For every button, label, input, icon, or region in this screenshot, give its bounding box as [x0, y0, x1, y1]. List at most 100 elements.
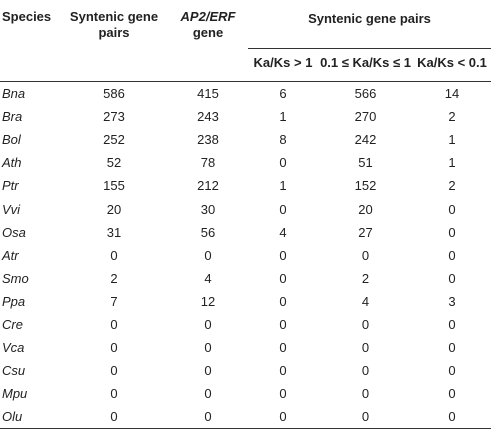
header-ka-ks-lt01: Ka/Ks < 0.1 [413, 48, 491, 82]
cell-species: Vvi [2, 201, 21, 217]
cell-ka-ks-mid: 270 [354, 109, 377, 125]
cell-species: Cre [2, 316, 23, 332]
header-ap2erf-line2: gene [192, 25, 224, 40]
cell-ka-ks-gt1: 4 [279, 224, 287, 240]
cell-ka-ks-gt1: 0 [279, 340, 287, 356]
cell-syntenic-gene-pairs: 31 [106, 224, 122, 240]
cell-syntenic-gene-pairs: 586 [103, 86, 125, 102]
cell-syntenic-gene-pairs: 0 [60, 405, 168, 430]
cell-ap2erf-gene: 0 [204, 340, 212, 356]
header-ap2erf-italic: AP2/ERF [180, 9, 236, 24]
cell-ka-ks-mid: 27 [358, 224, 373, 240]
cell-species: Bol [2, 132, 21, 148]
cell-ap2erf-gene: 0 [204, 247, 212, 263]
cell-ka-ks-gt1: 0 [279, 316, 287, 332]
table-row: Ppa 7 12 0 4 3 [0, 290, 491, 313]
cell-ka-ks-lt01: 0 [448, 316, 456, 332]
header-ka-ks-gt1-label: Ka/Ks > 1 [253, 55, 313, 70]
cell-ap2erf-gene: 30 [200, 201, 216, 217]
cell-ka-ks-mid: 0 [361, 340, 370, 356]
cell-syntenic-gene-pairs: 2 [110, 270, 118, 286]
cell-ka-ks-lt01: 14 [444, 86, 460, 102]
cell-ka-ks-gt1: 0 [279, 247, 287, 263]
cell-species: Csu [2, 363, 26, 379]
table-row: Osa 31 56 4 27 0 [0, 221, 491, 244]
header-group-title: Syntenic gene pairs [308, 11, 431, 26]
cell-ka-ks-gt1: 1 [279, 109, 287, 125]
cell-ka-ks-gt1: 0 [248, 405, 318, 430]
cell-ka-ks-lt01: 0 [448, 340, 456, 356]
table-row: Atr 0 0 0 0 0 [0, 244, 491, 267]
cell-ap2erf-gene: 415 [197, 86, 219, 102]
cell-syntenic-gene-pairs: 155 [103, 178, 125, 194]
header-ka-ks-mid: 0.1 ≤ Ka/Ks ≤ 1 [318, 48, 413, 82]
cell-ka-ks-mid: 0 [361, 316, 370, 332]
cell-syntenic-gene-pairs: 252 [103, 132, 125, 148]
header-row-secondary: Ka/Ks > 1 0.1 ≤ Ka/Ks ≤ 1 Ka/Ks < 0.1 [0, 48, 491, 82]
cell-ka-ks-mid: 20 [358, 201, 373, 217]
cell-ka-ks-lt01: 0 [448, 201, 456, 217]
cell-species: Ptr [2, 178, 19, 194]
cell-ka-ks-lt01: 0 [413, 405, 491, 430]
cell-ap2erf-gene: 243 [197, 109, 219, 125]
cell-ka-ks-gt1: 0 [279, 155, 287, 171]
cell-syntenic-gene-pairs: 52 [106, 155, 122, 171]
cell-ap2erf-gene: 0 [204, 316, 212, 332]
cell-ka-ks-mid: 4 [361, 293, 370, 309]
cell-ka-ks-lt01: 0 [448, 270, 456, 286]
header-ka-ks-lt01-label: Ka/Ks < 0.1 [417, 55, 487, 70]
header-syntenic-gene-pairs-line1: Syntenic gene [69, 9, 159, 24]
cell-ka-ks-gt1: 0 [279, 386, 287, 402]
table-row: Cre 0 0 0 0 0 [0, 313, 491, 336]
cell-syntenic-gene-pairs: 0 [110, 247, 118, 263]
header-ap2erf-gene: AP2/ERF gene [168, 0, 248, 82]
cell-ka-ks-mid: 0 [361, 247, 370, 263]
table-row: Vvi 20 30 0 20 0 [0, 197, 491, 220]
header-syntenic-gene-pairs: Syntenic gene pairs [60, 0, 168, 82]
header-ka-ks-gt1: Ka/Ks > 1 [248, 48, 318, 82]
cell-species: Olu [0, 405, 60, 430]
cell-syntenic-gene-pairs: 0 [110, 363, 118, 379]
cell-ap2erf-gene: 4 [204, 270, 212, 286]
header-row-primary: Species Syntenic gene pairs AP2/ERF gene… [0, 0, 491, 82]
cell-ka-ks-gt1: 0 [279, 270, 287, 286]
cell-ka-ks-gt1: 1 [279, 178, 287, 194]
cell-ka-ks-mid: 51 [358, 155, 373, 171]
cell-ka-ks-mid: 2 [361, 270, 370, 286]
cell-ka-ks-lt01: 1 [448, 155, 456, 171]
cell-ka-ks-lt01: 0 [448, 363, 456, 379]
cell-ka-ks-mid: 0 [361, 363, 370, 379]
table-row: Csu 0 0 0 0 0 [0, 359, 491, 382]
cell-ap2erf-gene: 56 [200, 224, 216, 240]
table-row: Mpu 0 0 0 0 0 [0, 382, 491, 405]
cell-ap2erf-gene: 238 [197, 132, 219, 148]
cell-ka-ks-lt01: 0 [448, 386, 456, 402]
cell-ap2erf-gene: 212 [197, 178, 219, 194]
cell-ka-ks-lt01: 0 [448, 224, 456, 240]
cell-ka-ks-gt1: 0 [279, 201, 287, 217]
cell-syntenic-gene-pairs: 273 [103, 109, 125, 125]
table-row: Smo 2 4 0 2 0 [0, 267, 491, 290]
header-group-syntenic-gene-pairs: Syntenic gene pairs [248, 0, 491, 49]
cell-species: Mpu [2, 386, 28, 402]
cell-ka-ks-mid: 0 [318, 405, 413, 430]
table-row: Vca 0 0 0 0 0 [0, 336, 491, 359]
cell-ka-ks-gt1: 0 [279, 363, 287, 379]
header-ka-ks-mid-label: 0.1 ≤ Ka/Ks ≤ 1 [320, 55, 411, 70]
table-body: Bna 586 415 6 566 14 Bra 273 243 1 270 2 Bol 252 238 8 2… [0, 82, 491, 430]
cell-ka-ks-lt01: 1 [448, 132, 456, 148]
cell-species: Bra [2, 109, 23, 125]
cell-syntenic-gene-pairs: 0 [110, 340, 118, 356]
cell-ka-ks-mid: 0 [361, 386, 370, 402]
cell-species: Osa [2, 224, 26, 240]
header-syntenic-gene-pairs-line2: pairs [98, 25, 130, 40]
cell-ka-ks-mid: 566 [354, 86, 377, 102]
table-header: Species Syntenic gene pairs AP2/ERF gene… [0, 0, 491, 82]
cell-species: Smo [2, 270, 29, 286]
header-species-label: Species [2, 9, 52, 24]
cell-ap2erf-gene: 0 [168, 405, 248, 430]
cell-ap2erf-gene: 0 [204, 363, 212, 379]
cell-ka-ks-mid: 152 [354, 178, 377, 194]
cell-ap2erf-gene: 12 [200, 293, 216, 309]
cell-ap2erf-gene: 0 [204, 386, 212, 402]
